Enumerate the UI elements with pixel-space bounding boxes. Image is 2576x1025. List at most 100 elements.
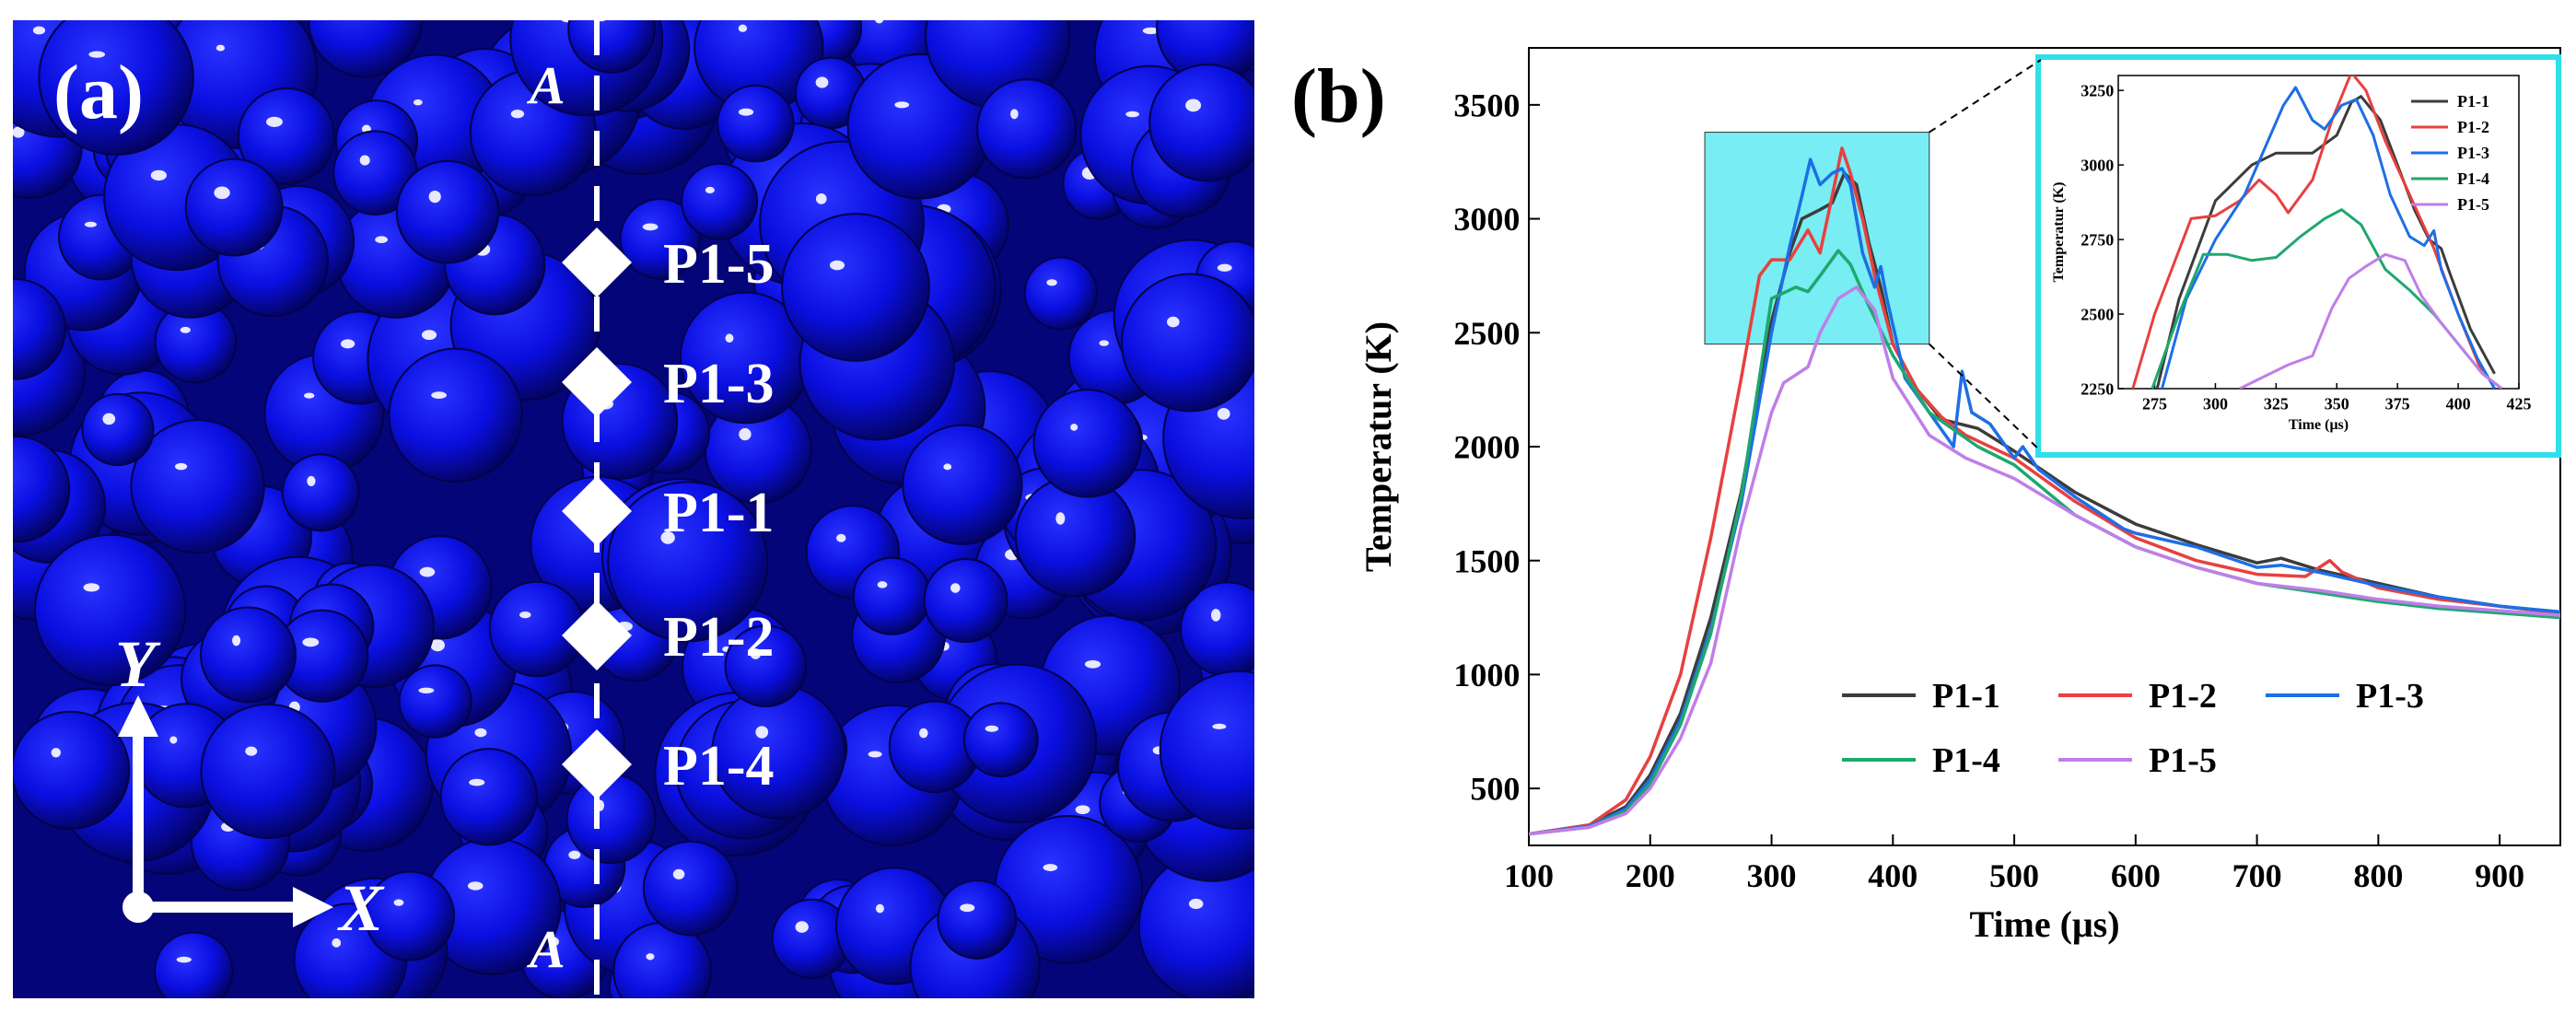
probe-label-p1-2: P1-2 [663,606,775,669]
particle-highlight [738,108,754,116]
particle-highlight [1084,659,1102,669]
particle-highlight [739,427,752,441]
main-series-group [1529,146,2560,836]
inset-panel [2035,54,2561,458]
particle [852,556,931,635]
particles-group [0,0,1254,998]
particle [308,20,423,78]
particle-highlight [836,533,846,542]
main-chart: 100 200 300 400 500 600 700 800 900 500 1000 1500 20… [1358,47,2561,945]
particle-highlight [738,24,748,32]
main-y-tick-label: 2500 [1453,315,1520,352]
particle [642,840,739,937]
particle [38,20,194,157]
particle-highlight [646,953,655,961]
panel-b: (b) 100 200 300 400 500 600 700 800 900 500 1000 15… [1271,0,2576,1020]
particle-highlight [596,20,606,22]
main-x-tick-label: 800 [2353,857,2403,894]
particle-highlight [0,470,10,477]
probe-label-p1-5: P1-5 [663,233,775,296]
section-label-top: A [527,55,565,115]
particle-highlight [180,326,191,333]
y-axis-label: Y [115,627,161,701]
particle-highlight [344,0,358,7]
particle-highlight [430,638,445,652]
particle-highlight [1217,263,1232,272]
particle-highlight [245,746,258,756]
particle-highlight [302,637,320,647]
inset-y-tick-label: 2750 [2081,230,2114,249]
particle-highlight [304,392,315,399]
particle-highlight [51,748,61,758]
inset-y-tick-label: 3000 [2081,156,2114,174]
probe-marker-p1-4 [562,729,632,799]
particle [439,748,538,846]
particle-highlight [474,728,487,738]
inset-x-tick-label: 400 [2446,395,2471,413]
particle-highlight [150,169,168,181]
particle-highlight [943,463,952,471]
inset-legend-label-p1-2: P1-2 [2457,118,2489,136]
particle-highlight [813,20,820,21]
particle [1159,670,1254,831]
panel-b-label: (b) [1291,53,1386,139]
particle [937,879,1018,960]
particle-highlight [175,462,188,471]
legend-label-p1-5: P1-5 [2149,741,2217,780]
particle-highlight [1046,279,1057,286]
inset-series-line-p1-2 [2131,76,2484,389]
inset-x-tick-label: 300 [2203,395,2228,413]
probe-marker-p1-1 [562,476,632,546]
particle [130,419,265,554]
main-x-tick-label: 500 [1989,857,2039,894]
main-x-tick-label: 700 [2232,857,2282,894]
particle [34,533,187,687]
inset-y-tick-label: 3250 [2081,81,2114,99]
particle [13,278,66,380]
panel-a: (a) A A P1-5 P1-3 P1-1 P1-2 P1-4 Y X [0,0,1271,1020]
particle-highlight [1211,609,1221,622]
particle [962,702,1039,778]
particle-highlight [894,101,910,109]
particle-highlight [1142,27,1160,35]
particle-highlight [1010,109,1019,120]
particle-highlight [985,725,999,732]
inset-legend-label-p1-1: P1-1 [2457,92,2489,111]
particle-highlight [1185,99,1202,112]
inset-x-axis-title: Time (μs) [2289,417,2349,433]
particle-highlight [431,391,447,400]
temperature-chart: (b) 100 200 300 400 500 600 700 800 900 500 1000 15… [1291,47,2561,945]
particle-highlight [510,109,525,119]
particle-highlight [568,850,581,859]
particle [1023,256,1098,331]
x-axis-label: X [337,871,385,945]
main-x-tick-label: 600 [2111,857,2161,894]
particle-highlight [1055,512,1066,525]
main-y-tick-label: 3000 [1453,201,1520,238]
particle [154,931,234,998]
particle-highlight [413,99,423,106]
particle-highlight [1212,7,1225,20]
particle-highlight [1212,723,1227,729]
inset-legend-label-p1-5: P1-5 [2457,195,2489,214]
particle-highlight [519,611,531,619]
particle-highlight [428,190,441,204]
particle [607,481,769,643]
probe-label-p1-3: P1-3 [663,353,775,415]
particle [388,347,523,483]
particle [398,664,472,739]
particle-highlight [660,531,675,544]
particle-highlight [0,308,10,320]
inset-x-tick-label: 375 [2385,395,2410,413]
particle-highlight [216,44,226,52]
particle [81,392,155,467]
particle-highlight [795,921,809,933]
y-axis-arrow-head [118,695,158,737]
particle-highlight [214,186,230,200]
particle [281,453,360,532]
particle-highlight [1125,111,1139,118]
particle-highlight [359,155,370,166]
particle-highlight [169,736,178,744]
particle-highlight [232,635,241,646]
panel-a-label: (a) [53,50,144,135]
